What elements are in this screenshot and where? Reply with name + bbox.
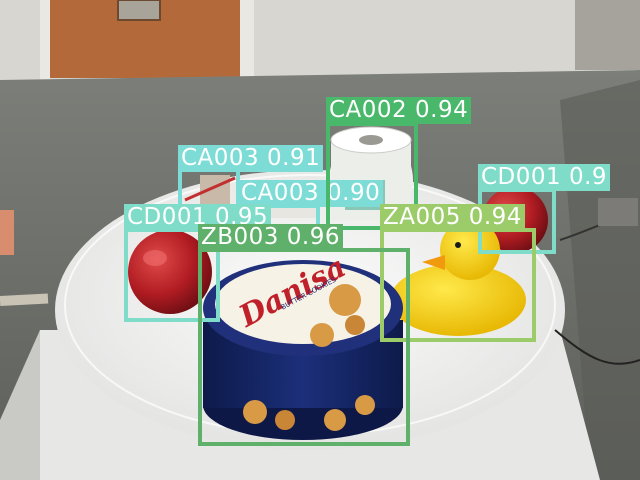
bbox-label-ca002: CA002 0.94: [326, 97, 472, 124]
cabinet: [575, 0, 640, 70]
bbox-label-ca003-center: CA003 0.90: [238, 180, 384, 207]
duck-eye: [455, 242, 461, 248]
door-frame: [40, 0, 50, 82]
back-block: [598, 198, 638, 226]
apple-left: [128, 230, 212, 314]
toilet-roll-hole: [359, 135, 383, 145]
bbox-label-cd001-right: CD001 0.9: [478, 164, 611, 191]
pedestal-side: [0, 330, 40, 480]
cookie-shape: [275, 410, 295, 430]
floor-strip: [0, 293, 49, 307]
cookie-shape: [324, 409, 346, 431]
bbox-label-za005: ZA005 0.94: [380, 204, 525, 231]
duck-head: [440, 220, 500, 280]
duck-body: [390, 264, 526, 336]
edge-box: [0, 210, 14, 255]
door-frame-right: [240, 0, 254, 82]
bbox-ca003-left: [178, 168, 240, 208]
door-panel: [117, 0, 161, 21]
bbox-ca002: [326, 122, 418, 230]
cookie-shape: [243, 400, 267, 424]
cookie-shape: [345, 315, 365, 335]
bbox-label-ca003-left: CA003 0.91: [178, 145, 324, 172]
duck-beak: [422, 255, 445, 270]
cookie-shape: [355, 395, 375, 415]
sticks-item-line: [184, 176, 236, 202]
apple-left-highlight: [143, 250, 167, 266]
bbox-zb003: [198, 248, 410, 446]
cookie-shape: [329, 284, 361, 316]
cookie-shape: [310, 323, 334, 347]
cable: [554, 329, 640, 365]
bbox-label-zb003: ZB003 0.96: [198, 224, 343, 251]
